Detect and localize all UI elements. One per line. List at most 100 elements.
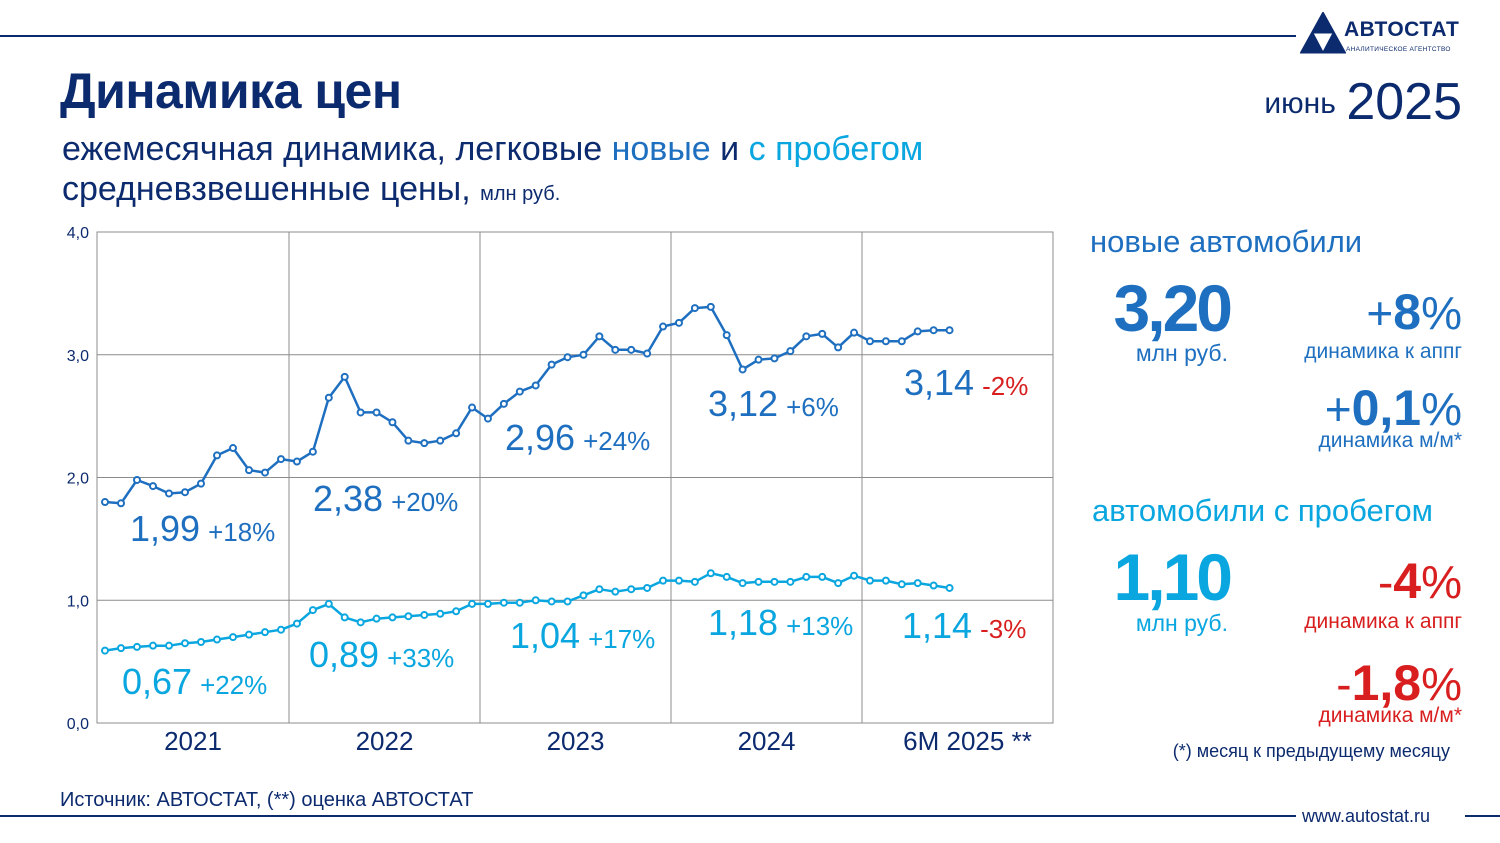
subtitle-text: ежемесячная динамика, легковые <box>62 130 612 168</box>
new-cars-mom-label: динамика м/м* <box>1318 429 1462 452</box>
series-used-point <box>929 581 938 590</box>
series-new-point <box>786 347 795 356</box>
series-used-point <box>213 635 221 644</box>
series-used-point <box>850 571 859 580</box>
series-used-point <box>340 613 349 622</box>
y-tick-label: 3,0 <box>67 348 89 365</box>
used-mom-pct: % <box>1421 658 1462 710</box>
series-used-point <box>802 572 811 581</box>
series-used-point <box>643 583 652 592</box>
annotation-value: 1,04 <box>510 615 580 656</box>
series-used-point <box>420 610 429 619</box>
series-new-point <box>101 498 109 507</box>
series-new-point <box>468 403 477 412</box>
subtitle-used: с пробегом <box>748 130 924 168</box>
footnote: (*) месяц к предыдущему месяцу <box>1172 741 1450 761</box>
series-used-point <box>722 572 731 581</box>
series-used-point <box>468 599 477 608</box>
subtitle-new: новые <box>611 130 711 168</box>
y-tick-label: 4,0 <box>67 225 89 242</box>
series-used-annotation: 1,14 -3% <box>902 605 1026 646</box>
new-yoy-value: 8 <box>1393 284 1422 340</box>
series-new-annotation: 1,99 +18% <box>130 508 275 549</box>
series-used-point <box>834 579 843 588</box>
series-new-point <box>229 444 237 453</box>
series-new-point <box>706 302 715 311</box>
series-new-annotation: 2,96 +24% <box>505 417 650 458</box>
series-new-point <box>452 429 461 438</box>
series-new-point <box>404 436 413 445</box>
report-date: июнь 2025 <box>1264 72 1462 132</box>
series-new-point <box>834 343 843 352</box>
series-used-point <box>229 633 237 642</box>
series-new-point <box>372 408 381 417</box>
bottom-rule <box>0 815 1296 817</box>
series-new-point <box>213 451 221 460</box>
series-used-point <box>627 585 636 594</box>
annotation-change: -2% <box>982 371 1028 401</box>
series-used-point <box>452 607 461 616</box>
used-cars-title: автомобили с пробегом <box>1092 493 1433 528</box>
series-used-annotation: 0,67 +22% <box>122 661 267 702</box>
series-used-point <box>611 587 620 596</box>
series-new-point <box>547 360 556 369</box>
new-cars-yoy-label: динамика к аппг <box>1304 340 1462 363</box>
series-new-point <box>245 466 253 475</box>
series-new-point <box>595 332 604 341</box>
brand-name: АВТОСТАТ <box>1344 18 1460 41</box>
annotation-value: 3,14 <box>904 362 974 403</box>
series-new-point <box>913 327 922 336</box>
subtitle-line-2: средневзвешенные цены, млн руб. <box>62 170 560 209</box>
series-used-point <box>277 625 285 634</box>
series-new-point <box>515 387 524 396</box>
y-tick-label: 0,0 <box>67 716 89 733</box>
series-new-point <box>436 436 445 445</box>
series-new-point <box>292 457 301 466</box>
series-used-point <box>659 576 668 585</box>
annotation-change: +20% <box>391 487 458 517</box>
series-new-point <box>722 331 731 340</box>
series-new-point <box>945 326 954 335</box>
new-cars-price: 3,20 <box>1113 271 1233 345</box>
annotation-change: +22% <box>200 670 267 700</box>
series-used-point <box>865 576 874 585</box>
series-used-annotation: 1,04 +17% <box>510 615 655 656</box>
series-new-point <box>754 355 763 364</box>
used-cars-mom: -1,8% <box>1336 654 1462 712</box>
series-new-point <box>659 322 668 331</box>
series-used-point <box>754 577 763 586</box>
series-used-point <box>197 637 205 646</box>
series-new-point <box>929 326 938 335</box>
annotation-change: +13% <box>786 611 853 641</box>
series-used-point <box>913 579 922 588</box>
series-used-point <box>706 569 715 578</box>
used-cars-price: 1,10 <box>1113 540 1233 614</box>
series-used-annotation: 0,89 +33% <box>309 634 454 675</box>
report-month: июнь <box>1264 87 1336 120</box>
new-cars-yoy: +8% <box>1366 283 1462 341</box>
annotation-value: 0,89 <box>309 634 379 675</box>
brand-tagline: АНАЛИТИЧЕСКОЕ АГЕНТСТВО <box>1346 46 1451 53</box>
series-used-point <box>308 606 317 615</box>
annotation-value: 1,99 <box>130 508 200 549</box>
series-new-point <box>611 345 620 354</box>
site-link[interactable]: www.autostat.ru <box>1301 806 1430 826</box>
annotation-change: +6% <box>786 392 839 422</box>
annotation-change: +18% <box>208 517 275 547</box>
new-yoy-sign: + <box>1366 287 1394 339</box>
series-used-point <box>547 597 556 606</box>
x-period-label: 2024 <box>738 726 796 756</box>
series-new-point <box>674 318 683 327</box>
new-mom-pct: % <box>1421 383 1462 435</box>
annotation-value: 1,18 <box>708 602 778 643</box>
new-cars-title: новые автомобили <box>1090 224 1363 259</box>
series-used-point <box>292 619 301 628</box>
series-new-point <box>770 354 779 363</box>
series-new-point <box>117 499 125 508</box>
series-new-point <box>738 365 747 374</box>
used-cars-mom-label: динамика м/м* <box>1318 704 1462 727</box>
page-title: Динамика цен <box>60 63 402 119</box>
series-used-point <box>149 641 157 650</box>
series-new-point <box>324 393 333 402</box>
series-new-point <box>865 337 874 346</box>
